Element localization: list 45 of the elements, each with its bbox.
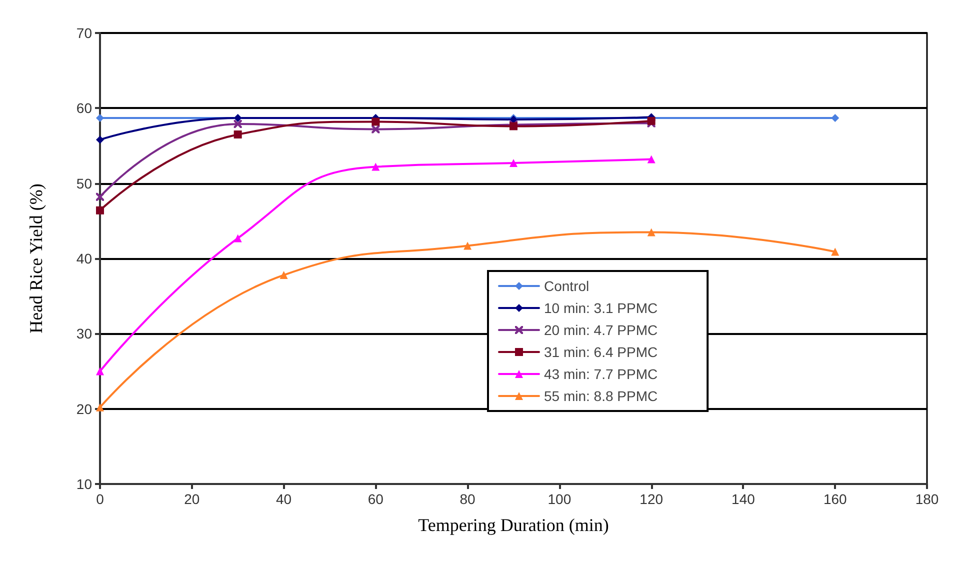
y-tick-label: 40 [76,250,92,266]
x-tick-label: 120 [640,491,664,507]
point [234,130,242,138]
x-tick-label: 60 [368,491,384,507]
y-tick-label: 70 [76,25,92,41]
y-tick-label: 30 [76,326,92,342]
x-tick-label: 160 [823,491,848,507]
x-tick-label: 180 [915,491,939,507]
legend-label: 20 min: 4.7 PPMC [544,322,658,338]
x-tick-label: 0 [96,491,104,507]
point [280,271,288,280]
y-tick-label: 10 [76,476,92,492]
point [372,125,380,134]
y-tick-label: 20 [76,400,92,417]
legend-label: Control [544,278,590,294]
y-tick-label: 60 [76,100,92,116]
point [831,248,840,256]
point [372,118,380,126]
point [510,159,518,168]
point [96,136,104,144]
point [647,155,656,164]
legend-label: 55 min: 8.8 PPMC [544,388,658,404]
point [234,234,242,242]
point [464,242,472,250]
legend-label: 43 min: 7.7 PPMC [544,366,658,382]
legend-label: 31 min: 6.4 PPMC [544,344,658,360]
point [96,367,104,376]
point [831,114,840,122]
x-tick-label: 40 [276,491,292,507]
point [96,192,104,201]
point [96,206,104,214]
x-tick-label: 100 [548,491,572,507]
x-tick-label: 140 [732,491,756,507]
point [647,116,656,125]
y-axis-title: Head Rice Yield (%) [26,184,46,334]
point [647,228,656,236]
point [234,120,242,128]
x-tick-label: 80 [460,491,476,507]
x-axis-title: Tempering Duration (min) [418,515,609,535]
y-tick-label: 50 [76,175,92,192]
x-tick-label: 20 [184,491,200,507]
legend-label: 10 min: 3.1 PPMC [544,300,658,316]
point [372,162,380,171]
point [96,403,104,412]
point [96,114,104,122]
